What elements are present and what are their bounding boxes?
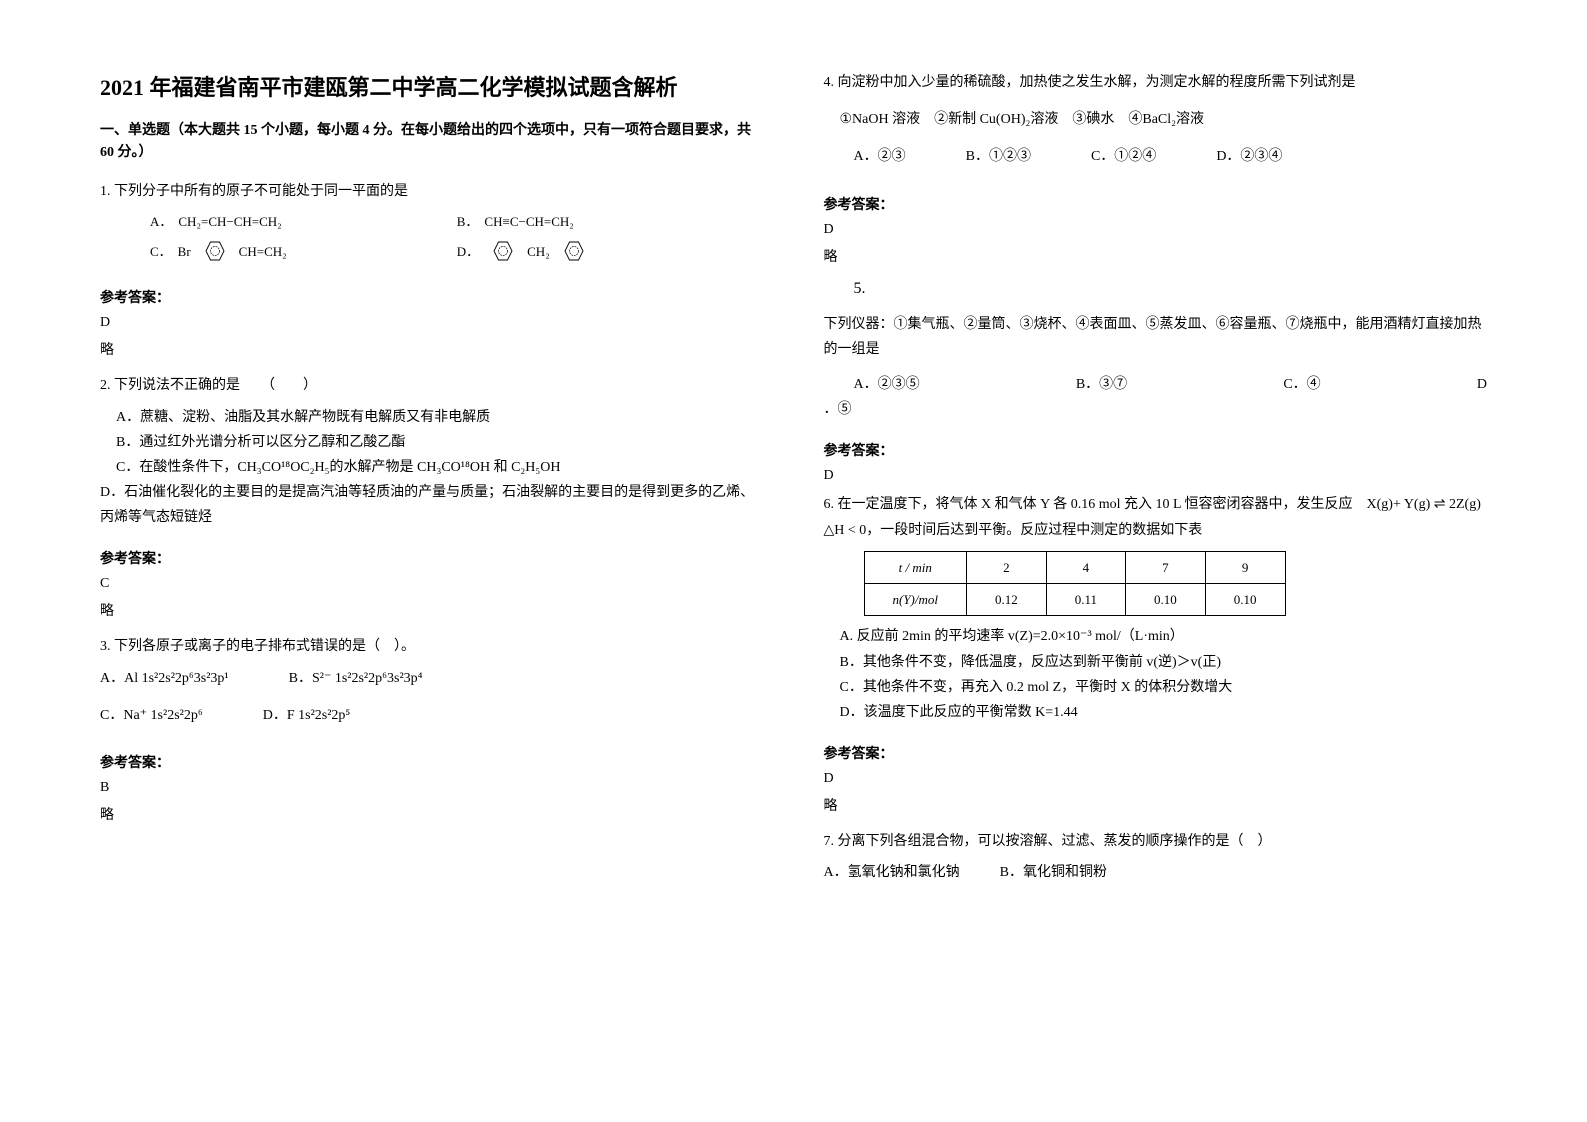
- q3-row2: C．Na⁺ 1s²2s²2p⁶ D．F 1s²2s²2p⁵: [100, 703, 764, 728]
- q5-opt-d-letter: D: [1477, 372, 1487, 397]
- td-4: 0.10: [1205, 584, 1285, 616]
- q6-answer: D: [824, 771, 1488, 787]
- th-0: t / min: [864, 551, 967, 583]
- q2-text: 2. 下列说法不正确的是 （ ）: [100, 373, 764, 398]
- q1c-suffix: CH=CH₂: [239, 240, 287, 263]
- q6-opt-b: B．其他条件不变，降低温度，反应达到新平衡前 v(逆)＞v(正): [840, 650, 1488, 675]
- q1a-formula: CH₂=CH−CH=CH₂: [178, 210, 281, 233]
- q2-note: 略: [100, 600, 764, 620]
- table-data-row: n(Y)/mol 0.12 0.11 0.10 0.10: [864, 584, 1285, 616]
- q6-opt-c: C．其他条件不变，再充入 0.2 mol Z，平衡时 X 的体积分数增大: [840, 675, 1488, 700]
- right-column: 4. 向淀粉中加入少量的稀硫酸，加热使之发生水解，为测定水解的程度所需下列试剂是…: [824, 70, 1488, 1052]
- q1a-label: A．: [150, 210, 172, 233]
- q3-opt-c: C．Na⁺ 1s²2s²2p⁶: [100, 703, 203, 728]
- q1b-label: B．: [457, 210, 479, 233]
- q2-opt-b: B．通过红外光谱分析可以区分乙醇和乙酸乙酯: [116, 430, 764, 455]
- q4-reagents: ①NaOH 溶液 ②新制 Cu(OH)₂溶液 ③碘水 ④BaCl₂溶液: [840, 107, 1488, 132]
- q1-opt-a: A． CH₂=CH−CH=CH₂: [150, 210, 457, 233]
- q3-opt-b: B．S²⁻ 1s²2s²2p⁶3s²3p⁴: [289, 666, 423, 691]
- question-5: 下列仪器：①集气瓶、②量筒、③烧杯、④表面皿、⑤蒸发皿、⑥容量瓶、⑦烧瓶中，能用…: [824, 312, 1488, 423]
- td-1: 0.12: [967, 584, 1047, 616]
- q1-text: 1. 下列分子中所有的原子不可能处于同一平面的是: [100, 179, 764, 204]
- q1-opt-c: C． Br CH=CH₂: [150, 237, 457, 265]
- question-6: 6. 在一定温度下，将气体 X 和气体 Y 各 0.16 mol 充入 10 L…: [824, 492, 1488, 725]
- q3-opt-d: D．F 1s²2s²2p⁵: [263, 703, 351, 728]
- q4-options: A．②③ B．①②③ C．①②④ D．②③④: [854, 144, 1488, 169]
- q3-text: 3. 下列各原子或离子的电子排布式错误的是（ ）。: [100, 634, 764, 659]
- q1-options: A． CH₂=CH−CH=CH₂ B． CH≡C−CH=CH₂ C． Br CH…: [150, 210, 764, 269]
- q1-opt-b: B． CH≡C−CH=CH₂: [457, 210, 764, 233]
- q6-text: 6. 在一定温度下，将气体 X 和气体 Y 各 0.16 mol 充入 10 L…: [824, 492, 1488, 542]
- left-column: 2021 年福建省南平市建瓯第二中学高二化学模拟试题含解析 一、单选题（本大题共…: [100, 70, 764, 1052]
- q1d-mid: CH₂: [527, 240, 550, 263]
- q5-opt-c: C．④: [1283, 372, 1320, 397]
- q6-note: 略: [824, 795, 1488, 815]
- q3-answer-label: 参考答案：: [100, 752, 764, 772]
- benzene-icon: [197, 237, 233, 265]
- q7-options: A．氢氧化钠和氯化钠 B．氧化铜和铜粉: [824, 860, 1488, 885]
- page-title: 2021 年福建省南平市建瓯第二中学高二化学模拟试题含解析: [100, 70, 764, 102]
- q1c-label: C．: [150, 240, 172, 263]
- q2-answer: C: [100, 576, 764, 592]
- q4-opt-b: B．①②③: [966, 144, 1031, 169]
- q4-opt-d: D．②③④: [1216, 144, 1282, 169]
- th-1: 2: [967, 551, 1047, 583]
- q5-answer: D: [824, 468, 1488, 484]
- question-1: 1. 下列分子中所有的原子不可能处于同一平面的是 A． CH₂=CH−CH=CH…: [100, 179, 764, 270]
- q4-text: 4. 向淀粉中加入少量的稀硫酸，加热使之发生水解，为测定水解的程度所需下列试剂是: [824, 70, 1488, 95]
- q2-opt-a: A．蔗糖、淀粉、油脂及其水解产物既有电解质又有非电解质: [116, 405, 764, 430]
- q4-opt-a: A．②③: [854, 144, 906, 169]
- q6-answer-label: 参考答案：: [824, 743, 1488, 763]
- th-2: 4: [1046, 551, 1125, 583]
- td-3: 0.10: [1126, 584, 1206, 616]
- q1b-formula: CH≡C−CH=CH₂: [484, 210, 573, 233]
- table-header-row: t / min 2 4 7 9: [864, 551, 1285, 583]
- q7-opt-a: A．氢氧化钠和氯化钠: [824, 860, 960, 885]
- question-4: 4. 向淀粉中加入少量的稀硫酸，加热使之发生水解，为测定水解的程度所需下列试剂是…: [824, 70, 1488, 176]
- benzene-icon: [485, 237, 521, 265]
- q4-note: 略: [824, 246, 1488, 266]
- question-3: 3. 下列各原子或离子的电子排布式错误的是（ ）。 A．Al 1s²2s²2p⁶…: [100, 634, 764, 734]
- q5-num: 5.: [854, 280, 1488, 298]
- q1-note: 略: [100, 339, 764, 359]
- q5-text: 下列仪器：①集气瓶、②量筒、③烧杯、④表面皿、⑤蒸发皿、⑥容量瓶、⑦烧瓶中，能用…: [824, 312, 1488, 362]
- q5-opt-a: A．②③⑤: [854, 372, 920, 397]
- q6-opt-a: A. 反应前 2min 的平均速率 v(Z)=2.0×10⁻³ mol/（L·m…: [840, 624, 1488, 649]
- td-0: n(Y)/mol: [864, 584, 967, 616]
- th-4: 9: [1205, 551, 1285, 583]
- question-2: 2. 下列说法不正确的是 （ ） A．蔗糖、淀粉、油脂及其水解产物既有电解质又有…: [100, 373, 764, 530]
- q6-opt-d: D．该温度下此反应的平衡常数 K=1.44: [840, 700, 1488, 725]
- td-2: 0.11: [1046, 584, 1125, 616]
- question-7: 7. 分离下列各组混合物，可以按溶解、过滤、蒸发的顺序操作的是（ ） A．氢氧化…: [824, 829, 1488, 891]
- q6-table: t / min 2 4 7 9 n(Y)/mol 0.12 0.11 0.10 …: [864, 551, 1286, 617]
- q1-opt-d: D． CH₂: [457, 237, 764, 265]
- q2-opt-c: C．在酸性条件下，CH₃CO¹⁸OC₂H₅的水解产物是 CH₃CO¹⁸OH 和 …: [116, 455, 764, 480]
- q4-answer: D: [824, 222, 1488, 238]
- q3-answer: B: [100, 780, 764, 796]
- benzene-icon: [556, 237, 592, 265]
- q4-answer-label: 参考答案：: [824, 194, 1488, 214]
- q5-opt-b: B．③⑦: [1076, 372, 1127, 397]
- q3-opt-a: A．Al 1s²2s²2p⁶3s²3p¹: [100, 666, 229, 691]
- q2-opt-d: D．石油催化裂化的主要目的是提高汽油等轻质油的产量与质量；石油裂解的主要目的是得…: [100, 480, 764, 530]
- q7-text: 7. 分离下列各组混合物，可以按溶解、过滤、蒸发的顺序操作的是（ ）: [824, 829, 1488, 854]
- section-header: 一、单选题（本大题共 15 个小题，每小题 4 分。在每小题给出的四个选项中，只…: [100, 120, 764, 165]
- q5-answer-label: 参考答案：: [824, 440, 1488, 460]
- q2-answer-label: 参考答案：: [100, 548, 764, 568]
- q3-row1: A．Al 1s²2s²2p⁶3s²3p¹ B．S²⁻ 1s²2s²2p⁶3s²3…: [100, 666, 764, 691]
- th-3: 7: [1126, 551, 1206, 583]
- q3-note: 略: [100, 804, 764, 824]
- q1-answer-label: 参考答案：: [100, 287, 764, 307]
- q5-opt-d-cont: ．⑤: [824, 397, 1488, 422]
- q1-answer: D: [100, 315, 764, 331]
- q1d-label: D．: [457, 240, 479, 263]
- q5-options: A．②③⑤ B．③⑦ C．④ D: [824, 372, 1488, 397]
- q4-opt-c: C．①②④: [1091, 144, 1156, 169]
- q1c-prefix: Br: [178, 240, 191, 263]
- q7-opt-b: B．氧化铜和铜粉: [1000, 860, 1107, 885]
